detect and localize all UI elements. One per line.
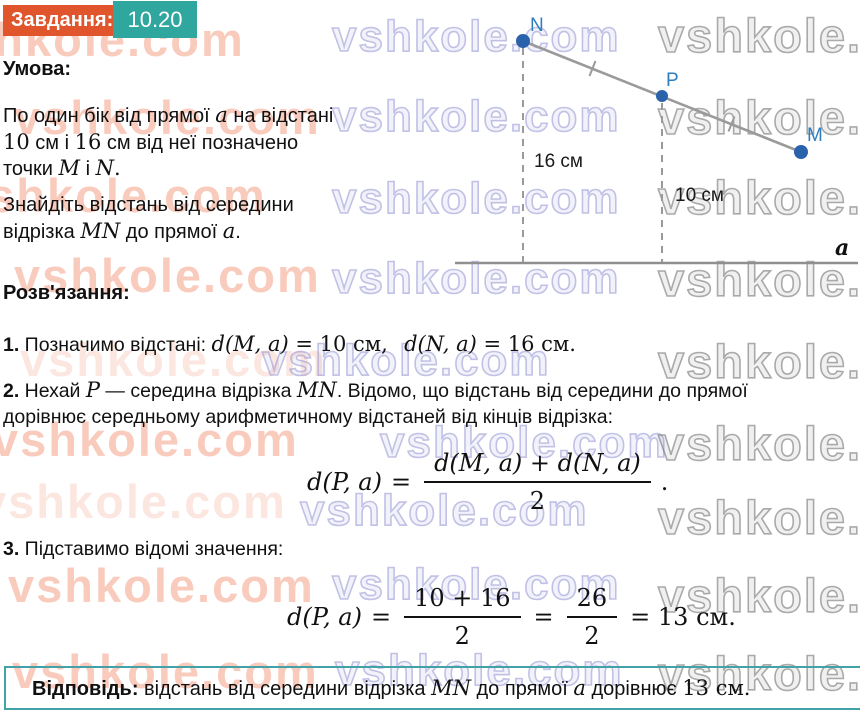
text-run: Позначимо відстані: [19,334,212,356]
text-line: дорівнює середньому арифметичному відста… [3,404,748,430]
text-run: . Відомо, що відстань від середини до пр… [336,380,748,402]
point-m [794,145,808,159]
condition-heading: Умова: [3,58,72,80]
text-run: MN [296,378,337,402]
fraction: d(M, a) + d(N, a) 2 [424,449,651,515]
text-run: M [58,156,81,180]
text-run: a [573,675,586,700]
fraction-numerator: d(M, a) + d(N, a) [424,449,651,483]
geometry-diagram: a N P M 16 см 10 см [455,15,858,265]
text-line: По один бік від прямої a на відстані [3,103,333,130]
point-n [516,34,530,48]
distance-n-label: 16 см [534,151,583,172]
text-run: N [95,156,114,180]
text-run: = 16 см. [476,332,576,356]
text-run: По один бік від прямої [3,105,216,127]
formula-substitution: d(P, a) = 10 + 16 2 = 26 2 = 13 см. [287,584,745,650]
text-line: 10 см і 16 см від неї позначено [3,130,333,157]
period: . [660,468,669,496]
text-run: 13 см. [682,675,751,700]
fraction: 10 + 16 2 [404,584,521,650]
fraction-numerator: 10 + 16 [404,584,521,618]
text-run [388,334,404,356]
text-line: 2. Нехай P — середина відрізка MN. Відом… [3,377,748,404]
text-run: MN [80,218,121,243]
text-run: 16 [74,129,102,154]
text-line: 1. Позначимо відстані: d(M, a) = 10 см, … [3,331,576,358]
text-run: 2. [3,380,20,402]
text-run: до прямої [470,677,574,700]
text-run: см і [29,131,75,154]
text-run: 3. [3,538,20,560]
text-line: Знайдіть відстань від середини [3,193,294,219]
tick-pm [727,116,736,132]
text-run: точки [3,158,59,180]
tick-np [588,60,597,77]
equals-sign: = [370,603,392,631]
text-run: = 10 см, [288,332,388,356]
task-badge-label: Завдання: [11,9,114,31]
text-run: 1. [3,334,20,356]
formula-result: = 13 см. [630,603,736,631]
formula-lhs: d(P, a) [287,603,362,631]
text-run: — середина відрізка [100,380,297,402]
text-run: дорівнює [585,677,683,700]
text-run: і [80,158,96,180]
condition-paragraph-2: Знайдіть відстань від середини відрізка … [3,193,294,245]
text-run: MN [431,675,471,700]
point-p [656,90,668,102]
text-run: см від неї позначено [101,131,299,154]
text-line: відрізка MN до прямої a. [3,219,294,246]
text-run: P [85,378,101,402]
formula-lhs: d(P, a) [307,468,382,496]
point-m-label: M [807,125,823,146]
text-run: Відповідь: [32,677,139,700]
solution-heading: Розв'язання: [3,282,130,304]
text-run: d(N, a) [404,332,477,356]
fraction-numerator: 26 [566,584,618,618]
text-run: до прямої [120,220,223,243]
step-1: 1. Позначимо відстані: d(M, a) = 10 см, … [3,331,576,358]
text-run: a [215,103,228,127]
answer-text: Відповідь: відстань від середини відрізк… [32,676,750,701]
fraction: 26 2 [566,584,618,650]
fraction-denominator: 2 [454,622,470,650]
text-run: Підставимо відомі значення: [19,538,284,560]
condition-paragraph-1: По один бік від прямої a на відстані 10 … [3,103,333,183]
text-run: дорівнює середньому арифметичному відста… [3,406,614,428]
equals-sign: = [390,468,412,496]
text-line: 3. Підставимо відомі значення: [3,536,283,562]
point-p-label: P [666,70,679,91]
text-line: точки M і N. [3,156,333,183]
text-run: Нехай [19,380,86,402]
answer-box: Відповідь: відстань від середини відрізк… [4,666,860,710]
text-run: d(M, a) [211,332,289,356]
text-run: на відстані [227,105,334,127]
step-3: 3. Підставимо відомі значення: [3,536,283,562]
text-run: . [235,220,241,243]
text-run: відстань від середини відрізка [138,677,432,700]
text-run: відрізка [3,220,81,243]
step-2: 2. Нехай P — середина відрізка MN. Відом… [3,377,748,430]
fraction-denominator: 2 [529,487,546,515]
text-run: . [113,156,121,180]
fraction-denominator: 2 [584,622,600,650]
point-n-label: N [530,15,544,36]
text-run: Знайдіть відстань від середини [3,194,294,216]
line-a-label: a [835,235,849,261]
equals-sign: = [533,603,554,631]
formula-midpoint-distance: d(P, a) = d(M, a) + d(N, a) 2 . [307,449,668,515]
text-run: a [222,218,236,243]
distance-p-label: 10 см [675,185,724,206]
task-number-badge: 10.20 [113,1,197,38]
text-run: 10 [3,129,30,154]
